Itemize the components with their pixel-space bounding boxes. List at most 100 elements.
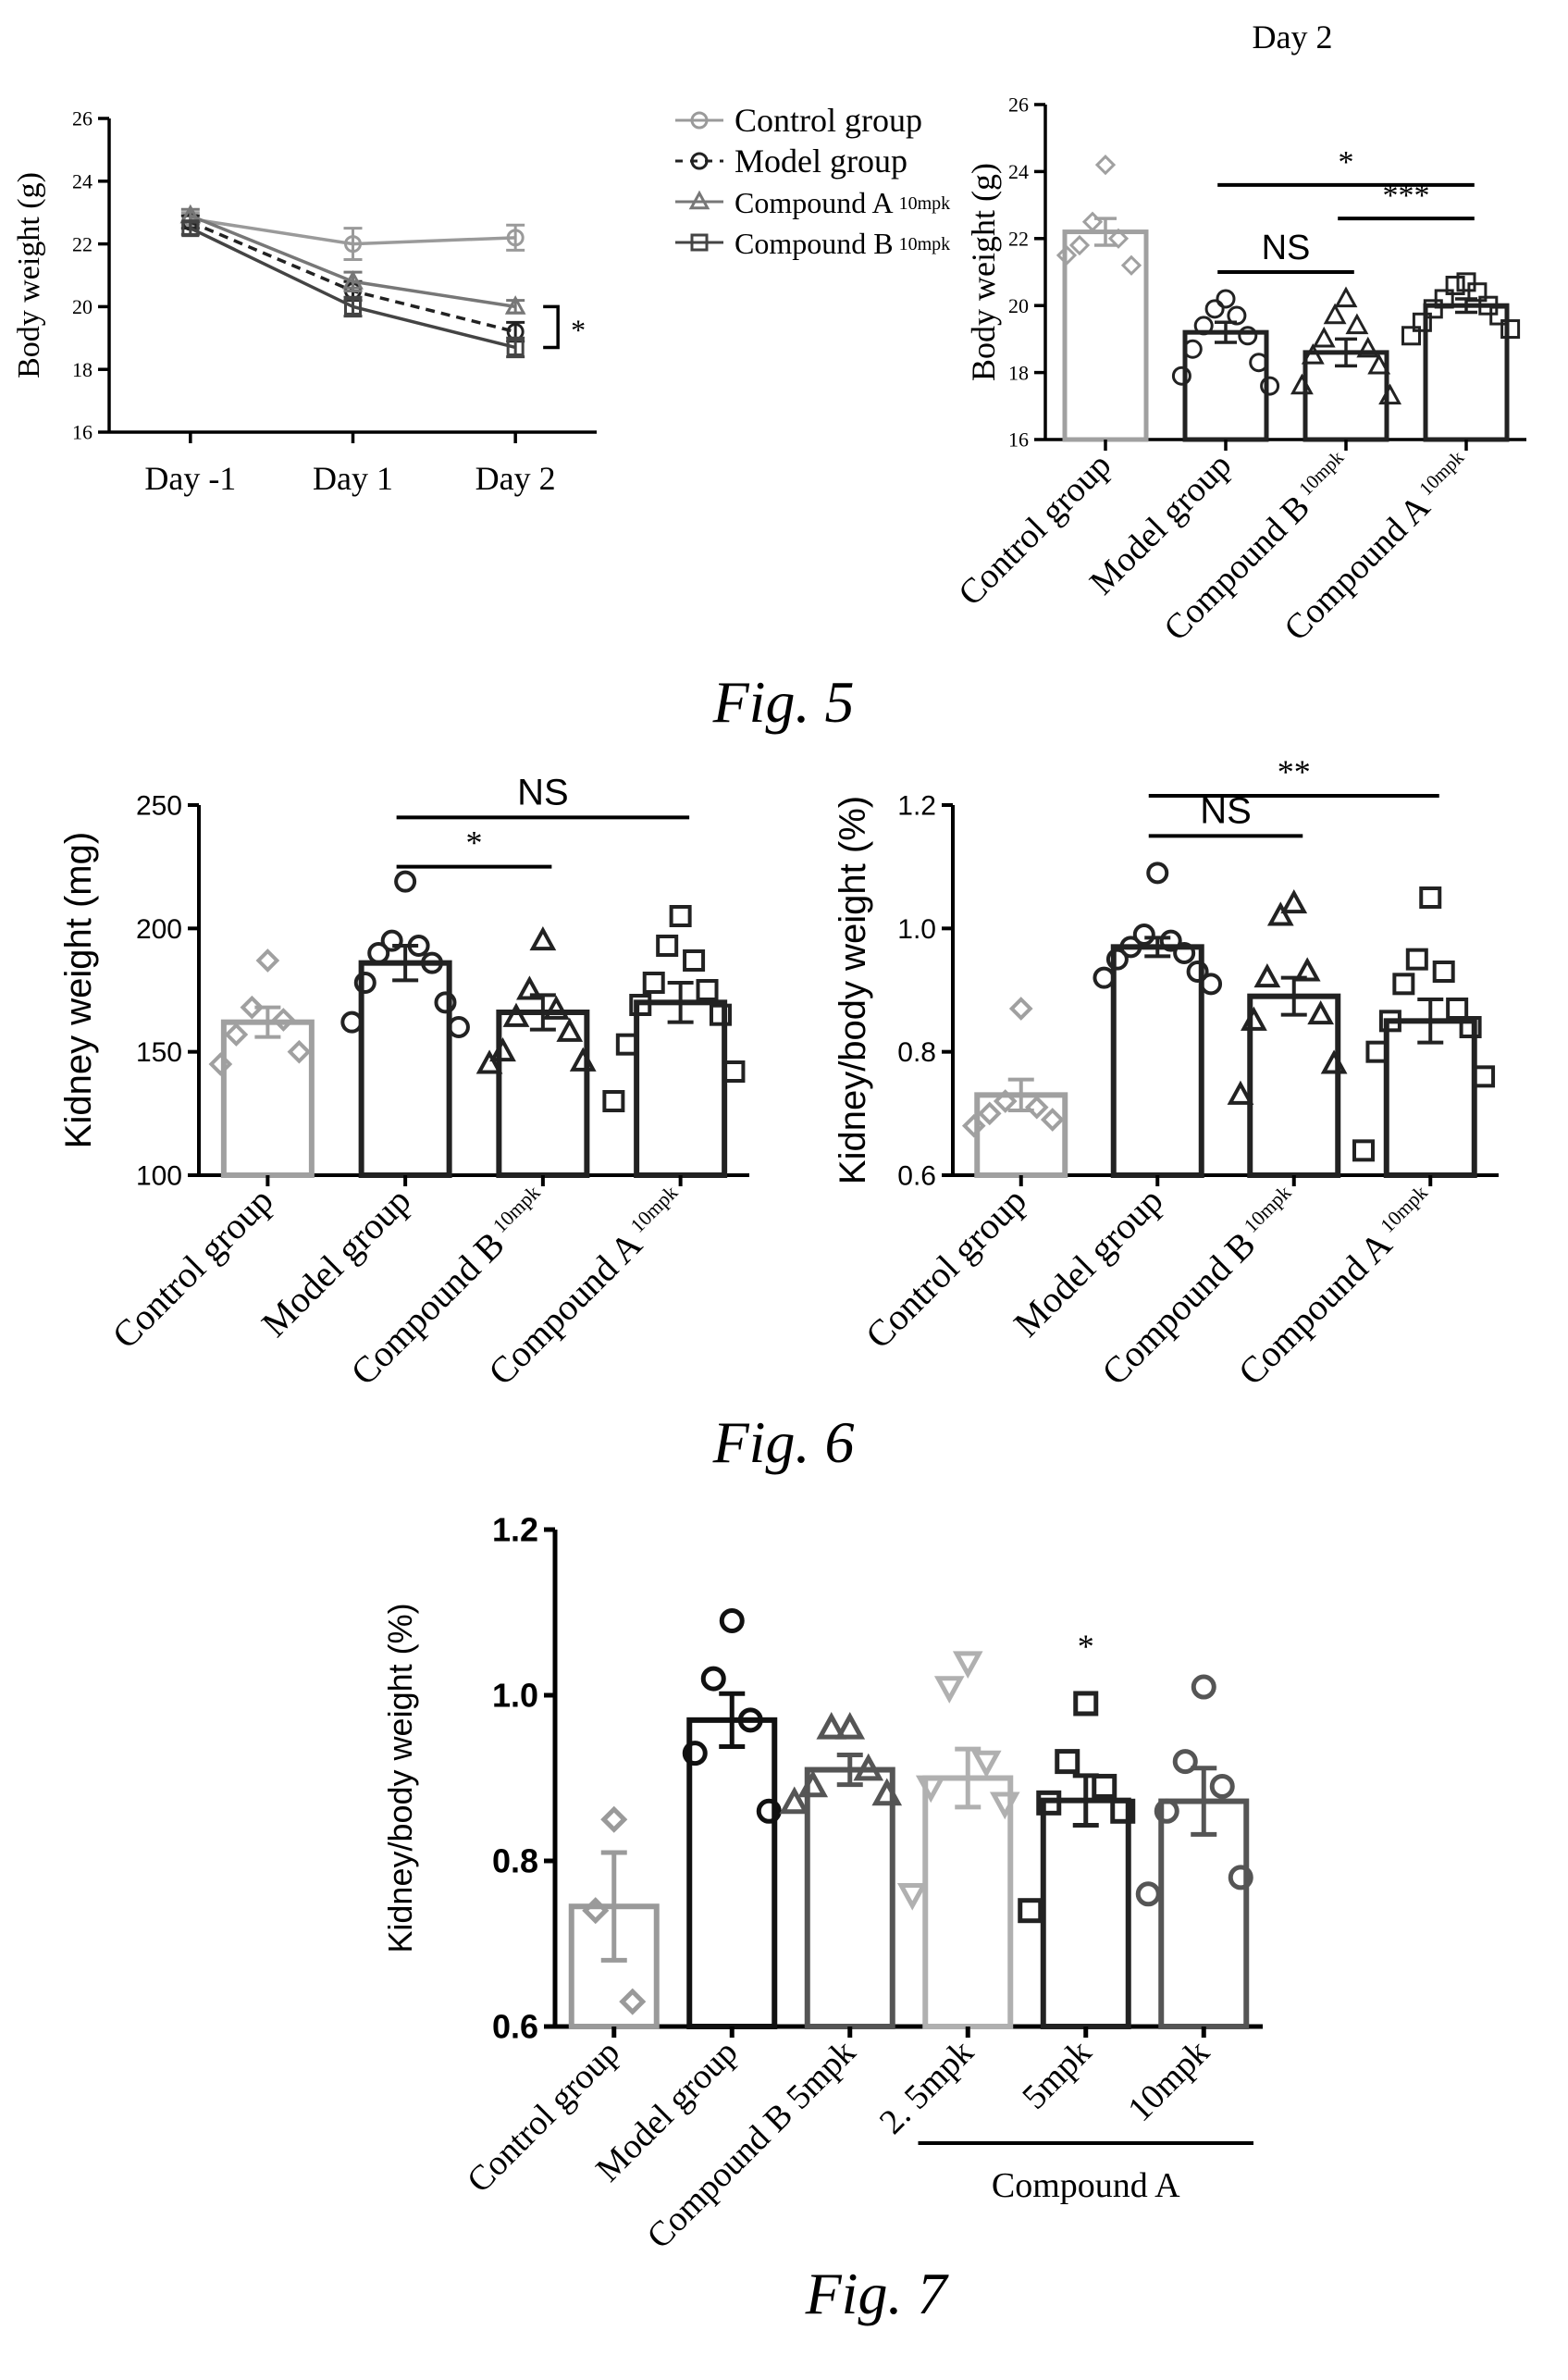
figure-label-fig6: Fig. 6 [712, 1409, 855, 1475]
data-point [977, 1101, 1002, 1126]
x-tick-label-main: Control group [104, 1180, 280, 1357]
bar [1040, 1797, 1131, 2030]
x-tick-label-sub: 10mpk [488, 1181, 545, 1237]
data-point [1260, 376, 1280, 396]
legend-label-main: Control group [735, 102, 922, 139]
data-point [506, 229, 525, 247]
data-point [816, 1711, 847, 1740]
y-tick-label: 1.0 [897, 914, 936, 945]
y-tick-label: 150 [136, 1037, 182, 1068]
bar [1182, 329, 1269, 442]
data-point [1266, 901, 1294, 926]
y-tick-label: 100 [136, 1161, 182, 1192]
data-point [447, 1016, 470, 1038]
data-point [1445, 275, 1465, 295]
bar [804, 1766, 895, 2030]
legend-label-main: Compound A [735, 186, 894, 219]
data-point [502, 1002, 530, 1027]
data-point [1345, 313, 1369, 335]
data-point [407, 935, 430, 957]
figure-label-fig5: Fig. 5 [712, 669, 855, 735]
data-point [1356, 336, 1380, 358]
data-point [952, 1651, 983, 1680]
data-point [1132, 923, 1155, 946]
chart-body-weight-timecourse: 16 18 20 22 24 26 Body weight (g) Day -1 Day 1 Da… [12, 102, 950, 497]
data-point [1056, 244, 1078, 267]
data-point [542, 995, 570, 1020]
data-point [1253, 963, 1281, 988]
y-axis-label: Kidney/body weight (%) [833, 796, 873, 1184]
data-point [896, 1882, 928, 1911]
y-tick-label: 26 [1008, 93, 1029, 117]
legend-label-main: Model group [735, 143, 907, 180]
data-point [582, 1897, 610, 1925]
data-point [1200, 973, 1223, 996]
data-point [1193, 316, 1214, 336]
y-tick-label: 22 [72, 232, 93, 255]
chart-body-weight-day2: Day 2 16 18 20 22 24 26 Body weight (g) Control … [951, 19, 1526, 649]
data-point [1249, 353, 1269, 373]
data-point [600, 1805, 628, 1833]
data-point [1280, 889, 1308, 914]
y-tick-label: 0.8 [492, 1842, 538, 1880]
data-point [700, 1666, 726, 1692]
y-axis-label: Kidney/body weight (%) [381, 1603, 419, 1952]
x-tick-label-sub: 10mpk [625, 1181, 682, 1237]
data-point [1293, 957, 1321, 982]
x-tick-label: Control group [104, 1180, 280, 1357]
x-tick-label-main: 10mpk [1120, 2033, 1216, 2129]
y-tick-label: 24 [72, 170, 93, 193]
y-tick-label: 250 [136, 791, 182, 822]
data-point [1159, 929, 1182, 952]
data-point [1055, 1749, 1080, 1775]
data-point [629, 994, 652, 1016]
significance-label: * [571, 313, 586, 346]
x-tick-label-main: 5mpk [1015, 2033, 1099, 2117]
data-point [1323, 303, 1347, 325]
data-point [1036, 1790, 1062, 1816]
bar [922, 1775, 1014, 2029]
data-point [1241, 1006, 1267, 1031]
data-point [367, 942, 390, 964]
data-point [1209, 1773, 1235, 1799]
legend-label: Model group [735, 143, 907, 180]
data-point [1068, 234, 1091, 256]
data-point [1154, 1798, 1179, 1824]
data-point [970, 1750, 1002, 1779]
significance-bracket [543, 304, 560, 350]
data-point [1073, 1691, 1099, 1717]
legend-marker [688, 190, 710, 210]
significance-label: NS [1262, 229, 1311, 267]
data-point [779, 1786, 810, 1815]
data-point [1473, 1065, 1496, 1088]
bar [634, 999, 728, 1179]
chart-kidney-body-ratio: 0.6 0.8 1.0 1.2 Kidney/body weight (%)Contro… [833, 753, 1499, 1393]
data-point [1093, 966, 1116, 989]
data-point [1378, 1010, 1401, 1033]
data-point [506, 338, 525, 356]
legend-label-sub: 10mpk [899, 193, 951, 214]
data-point [1040, 1108, 1065, 1132]
data-point [683, 949, 706, 972]
x-tick-label-main: Compound B 5mpk [639, 2033, 863, 2257]
x-tick-label-sub: 10mpk [1376, 1181, 1432, 1237]
data-point [709, 1003, 732, 1026]
y-tick-label: 16 [1008, 428, 1029, 452]
y-tick-label: 26 [72, 107, 93, 130]
y-tick-label: 1.0 [492, 1677, 538, 1715]
data-point [1301, 343, 1325, 365]
bar [496, 1010, 590, 1178]
x-tick-label: Control group [858, 1180, 1034, 1357]
data-point [722, 1060, 746, 1083]
data-point [1365, 1040, 1389, 1063]
data-point [615, 1033, 638, 1056]
data-point [1419, 886, 1442, 909]
x-tick-label-main: 2. 5mpk [872, 2033, 982, 2142]
data-point [853, 1753, 884, 1781]
data-point [1290, 373, 1314, 395]
data-point [1307, 1000, 1335, 1025]
data-point [1107, 228, 1130, 249]
data-point [1105, 948, 1129, 971]
y-tick-label: 20 [1008, 294, 1029, 317]
y-tick-label: 0.6 [492, 2008, 538, 2046]
